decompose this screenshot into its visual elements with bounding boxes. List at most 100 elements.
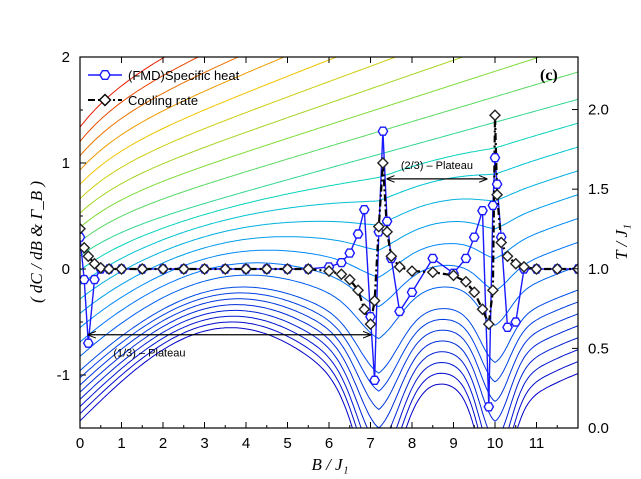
- isentrope-line: [80, 298, 578, 411]
- y-right-axis-title: T / J₁: [612, 224, 631, 260]
- x-tick-label: 1: [117, 435, 125, 452]
- cooling-rate-point: [468, 286, 481, 299]
- y-right-tick-label: 1.0: [588, 261, 609, 278]
- cooling-rate-point: [157, 263, 169, 275]
- specific-heat-point: [406, 287, 418, 297]
- specific-heat-point: [358, 204, 370, 215]
- y-tick-label: 2: [62, 49, 70, 66]
- specific-heat-point: [377, 126, 389, 136]
- specific-heat-point: [427, 253, 439, 264]
- x-tick-label: 11: [529, 435, 545, 452]
- specific-heat-point: [491, 179, 503, 189]
- isentrope-contours: [80, 57, 578, 428]
- specific-heat-point: [460, 253, 472, 264]
- cooling-rate-point: [335, 268, 348, 281]
- y-axis-title: ( dC / dB & Γ_B ): [27, 181, 46, 303]
- specific-heat-point: [352, 229, 364, 239]
- cooling-rate-point: [343, 273, 356, 286]
- legend-marker-hexagon: [99, 69, 111, 81]
- cooling-rate-point: [82, 250, 95, 263]
- y-tick-label: 1: [62, 155, 70, 172]
- isentrope-line: [80, 265, 578, 357]
- cooling-rate-point: [381, 225, 394, 238]
- specific-heat-point: [489, 152, 501, 163]
- cooling-rate-point: [393, 260, 406, 273]
- cooling-rate-point: [530, 263, 543, 275]
- y-right-tick-label: 2.0: [588, 102, 609, 119]
- cooling-rate-point: [219, 263, 232, 275]
- isentrope-line: [80, 194, 578, 314]
- x-tick-label: 6: [325, 435, 333, 452]
- y-right-tick-label: 1.5: [588, 181, 609, 198]
- specific-heat-point: [344, 248, 356, 258]
- specific-heat-point: [335, 258, 347, 268]
- cooling-rate-point: [447, 269, 460, 282]
- cooling-rate-point: [426, 266, 439, 279]
- specific-heat-point: [487, 200, 499, 211]
- cooling-rate-point: [80, 241, 91, 254]
- isentrope-line: [80, 57, 541, 228]
- cooling-rate-point: [323, 265, 335, 278]
- cooling-rate-point: [352, 284, 365, 297]
- specific-heat-point: [80, 274, 90, 285]
- isentrope-line: [80, 292, 578, 392]
- cooling-rate-point: [240, 263, 252, 275]
- specific-heat-point: [381, 216, 393, 227]
- isentrope-line: [80, 57, 286, 171]
- isentrope-line: [80, 304, 578, 428]
- x-tick-label: 10: [487, 435, 504, 452]
- specific-heat-point: [369, 375, 381, 385]
- x-tick-label: 3: [200, 435, 208, 452]
- cooling-rate-point: [364, 318, 377, 331]
- cooling-rate-point: [482, 318, 495, 331]
- cooling-rate-point: [358, 303, 371, 316]
- isentrope-line: [80, 71, 578, 243]
- cooling-rate-point: [281, 263, 294, 275]
- x-tick-label: 4: [242, 435, 250, 452]
- cooling-rate-point: [115, 263, 128, 275]
- isentrope-line: [80, 57, 398, 200]
- specific-heat-point: [394, 306, 406, 317]
- cooling-rate-point: [94, 261, 107, 274]
- legend-label-specific-heat: (FMD)Specific heat: [128, 68, 240, 83]
- legend-label-cooling-rate: Cooling rate: [128, 93, 198, 108]
- specific-heat-point: [510, 317, 522, 327]
- plateau-label: (2/3) – Plateau: [401, 160, 473, 172]
- cooling-rate-point: [260, 263, 273, 275]
- x-tick-label: 7: [366, 435, 374, 452]
- legend-marker-diamond: [98, 93, 112, 107]
- cooling-rate-point: [198, 263, 211, 275]
- cooling-rate-point: [372, 220, 385, 233]
- cooling-rate-point: [80, 222, 86, 235]
- isentrope-line: [80, 57, 166, 128]
- y-right-tick-label: 0.5: [588, 340, 609, 357]
- specific-heat-point: [89, 274, 100, 285]
- cooling-rate-point: [501, 250, 514, 263]
- panel-label: (c): [540, 67, 558, 84]
- cooling-rate-point: [486, 284, 499, 297]
- series-layer: [80, 109, 578, 412]
- cooling-rate-point: [385, 250, 398, 263]
- y-tick-label: 0: [62, 261, 70, 278]
- cooling-rate-point: [406, 265, 418, 278]
- cooling-rate-point: [518, 260, 530, 273]
- plateau-label: (1/3) – Plateau: [113, 348, 185, 360]
- specific-heat-point: [468, 232, 480, 242]
- cooling-rate-point: [489, 109, 501, 122]
- cooling-rate-point: [509, 257, 522, 270]
- cooling-rate-point: [476, 303, 489, 316]
- isentrope-line: [80, 327, 578, 428]
- cooling-rate-point: [136, 263, 149, 275]
- isentrope-line: [80, 321, 578, 428]
- isentrope-line: [80, 122, 578, 271]
- x-tick-label: 9: [449, 435, 457, 452]
- legend: (FMD)Specific heat Cooling rate: [88, 68, 240, 108]
- cooling-rate-point: [103, 263, 115, 275]
- specific-heat-point: [82, 338, 94, 348]
- specific-heat-point: [477, 205, 488, 216]
- cooling-rate-point: [495, 236, 508, 249]
- isentrope-line: [80, 146, 578, 286]
- specific-heat-point: [502, 322, 513, 332]
- cooling-rate-point: [551, 263, 564, 275]
